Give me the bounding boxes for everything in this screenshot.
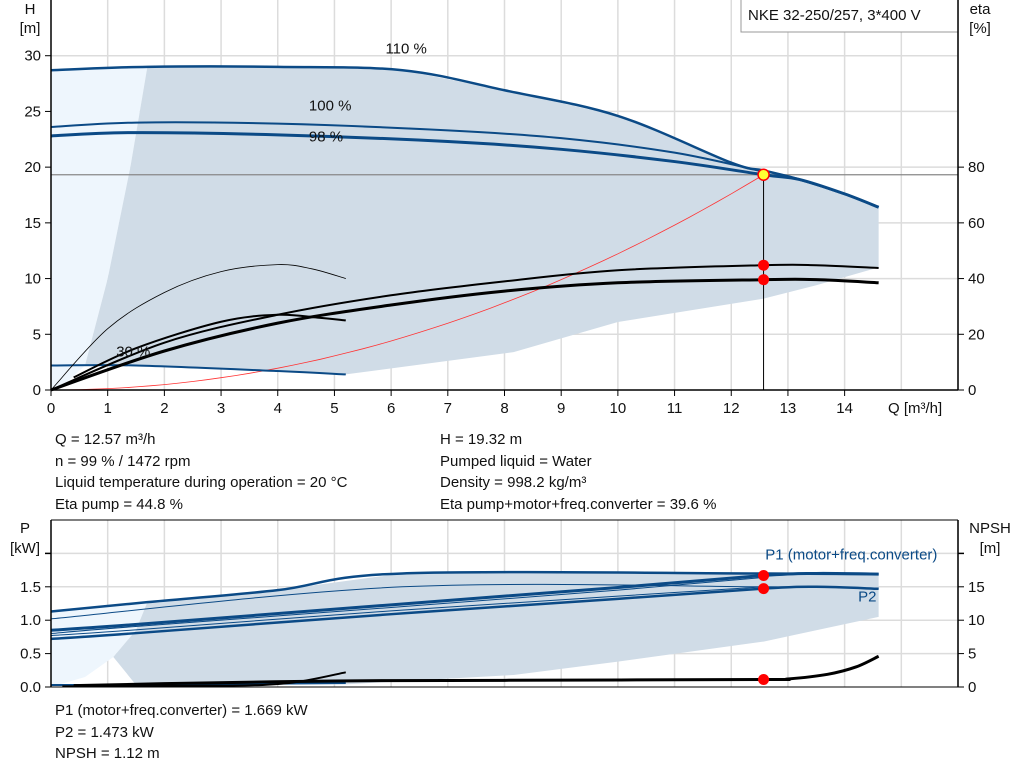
p-tick-label: 0.5 bbox=[20, 646, 41, 663]
eta-marker bbox=[758, 274, 770, 286]
y-tick-label: 25 bbox=[24, 103, 41, 120]
x-tick-label: 11 bbox=[667, 400, 683, 417]
npsh-30-curve bbox=[62, 671, 346, 688]
info-p2: P2 = 1.473 kW bbox=[55, 723, 154, 741]
y2-tick-label: 60 bbox=[968, 215, 985, 232]
info-flow: Q = 12.57 m³/h bbox=[55, 431, 156, 448]
y2-axis-label: eta bbox=[970, 1, 992, 18]
power-curve-p2 bbox=[50, 585, 879, 641]
series-label: P1 (motor+freq.converter) bbox=[765, 546, 937, 563]
npsh-curve bbox=[73, 654, 880, 688]
y2-tick-label: 80 bbox=[968, 159, 985, 176]
head-curve-98 bbox=[50, 131, 880, 209]
info-p1: P1 (motor+freq.converter) = 1.669 kW bbox=[55, 702, 308, 719]
x-axis-label: Q [m³/h] bbox=[888, 400, 942, 417]
series-label: P2 bbox=[858, 588, 876, 605]
y-tick-label: 30 bbox=[24, 48, 41, 65]
y-axis-label: H bbox=[25, 1, 36, 18]
model-box bbox=[740, 0, 959, 33]
y2-axis-unit: [%] bbox=[969, 20, 991, 37]
model-label: NKE 32-250/257, 3*400 V bbox=[748, 7, 921, 24]
info-right-top: H = 19.32 m Pumped liquid = Water Densit… bbox=[440, 429, 716, 515]
y-tick-label: 15 bbox=[24, 215, 41, 232]
p-axis-unit: [kW] bbox=[10, 540, 40, 557]
info-temperature: Liquid temperature during operation = 20… bbox=[55, 474, 348, 491]
y2-tick-label: 40 bbox=[968, 271, 985, 288]
power-curve-p2b bbox=[50, 586, 764, 637]
y-tick-label: 10 bbox=[24, 271, 41, 288]
p-tick-label: 1.5 bbox=[20, 579, 41, 596]
curve-label: 98 % bbox=[309, 128, 343, 145]
x-tick-label: 7 bbox=[444, 400, 452, 417]
x-tick-label: 2 bbox=[160, 400, 168, 417]
eta-pump-curve bbox=[50, 263, 879, 391]
x-tick-label: 14 bbox=[836, 400, 853, 417]
extended-range-region bbox=[51, 66, 148, 390]
x-tick-label: 4 bbox=[274, 400, 282, 417]
y-tick-label: 0 bbox=[33, 382, 41, 399]
info-head: H = 19.32 m bbox=[440, 431, 523, 448]
x-tick-label: 10 bbox=[610, 400, 627, 417]
info-liquid: Pumped liquid = Water bbox=[440, 452, 592, 470]
system-curve bbox=[50, 176, 760, 391]
x-tick-label: 0 bbox=[47, 400, 55, 417]
curve-label: 30 % bbox=[116, 344, 150, 361]
y-tick-label: 5 bbox=[33, 326, 41, 343]
p-tick-label: 1.0 bbox=[20, 612, 41, 629]
power-marker bbox=[758, 570, 770, 582]
info-left-top: Q = 12.57 m³/h n = 99 % / 1472 rpm Liqui… bbox=[55, 429, 347, 515]
power-curve-p1 bbox=[50, 571, 879, 632]
eta-total-curve bbox=[50, 277, 879, 392]
power-marker bbox=[758, 674, 770, 686]
curve-label: 110 % bbox=[385, 40, 426, 57]
power-marker bbox=[758, 583, 770, 595]
operating-range-region bbox=[113, 573, 879, 685]
npsh-tick-label: 15 bbox=[968, 579, 985, 596]
npsh-axis-label: NPSH bbox=[969, 520, 1011, 537]
head-curve-30 bbox=[50, 364, 346, 376]
x-tick-label: 13 bbox=[780, 400, 797, 417]
info-bottom: P1 (motor+freq.converter) = 1.669 kW P2 … bbox=[55, 700, 308, 765]
head-curve-100 bbox=[50, 121, 764, 173]
x-tick-label: 8 bbox=[500, 400, 508, 417]
curve-label: 100 % bbox=[309, 97, 352, 114]
npsh-tick-label: 0 bbox=[968, 679, 976, 696]
x-tick-label: 5 bbox=[330, 400, 338, 417]
eta-thin-curve bbox=[50, 264, 346, 391]
npsh-axis-unit: [m] bbox=[980, 540, 1001, 557]
x-tick-label: 1 bbox=[104, 400, 112, 417]
y-tick-label: 20 bbox=[24, 159, 41, 176]
operating-range-region bbox=[85, 66, 879, 375]
y-axis-unit: [m] bbox=[20, 20, 41, 37]
y2-tick-label: 0 bbox=[968, 382, 976, 399]
duty-point-marker bbox=[757, 168, 770, 181]
info-speed: n = 99 % / 1472 rpm bbox=[55, 452, 191, 470]
info-npsh: NPSH = 1.12 m bbox=[55, 745, 160, 762]
npsh-tick-label: 5 bbox=[968, 646, 976, 663]
npsh-tick-label: 10 bbox=[968, 612, 985, 629]
info-eta-pump: Eta pump = 44.8 % bbox=[55, 495, 183, 513]
x-tick-label: 9 bbox=[557, 400, 565, 417]
power-curve-p1b bbox=[50, 576, 764, 635]
y2-tick-label: 20 bbox=[968, 326, 985, 343]
x-tick-label: 12 bbox=[723, 400, 740, 417]
extended-range-region bbox=[51, 602, 148, 687]
p-tick-label: 0.0 bbox=[20, 679, 41, 696]
x-tick-label: 6 bbox=[387, 400, 395, 417]
eta-30-curve bbox=[73, 313, 346, 379]
info-density: Density = 998.2 kg/m³ bbox=[440, 474, 587, 491]
eta-marker bbox=[758, 259, 770, 271]
x-tick-label: 3 bbox=[217, 400, 225, 417]
info-eta-total: Eta pump+motor+freq.converter = 39.6 % bbox=[440, 495, 717, 513]
p-axis-label: P bbox=[20, 520, 30, 537]
